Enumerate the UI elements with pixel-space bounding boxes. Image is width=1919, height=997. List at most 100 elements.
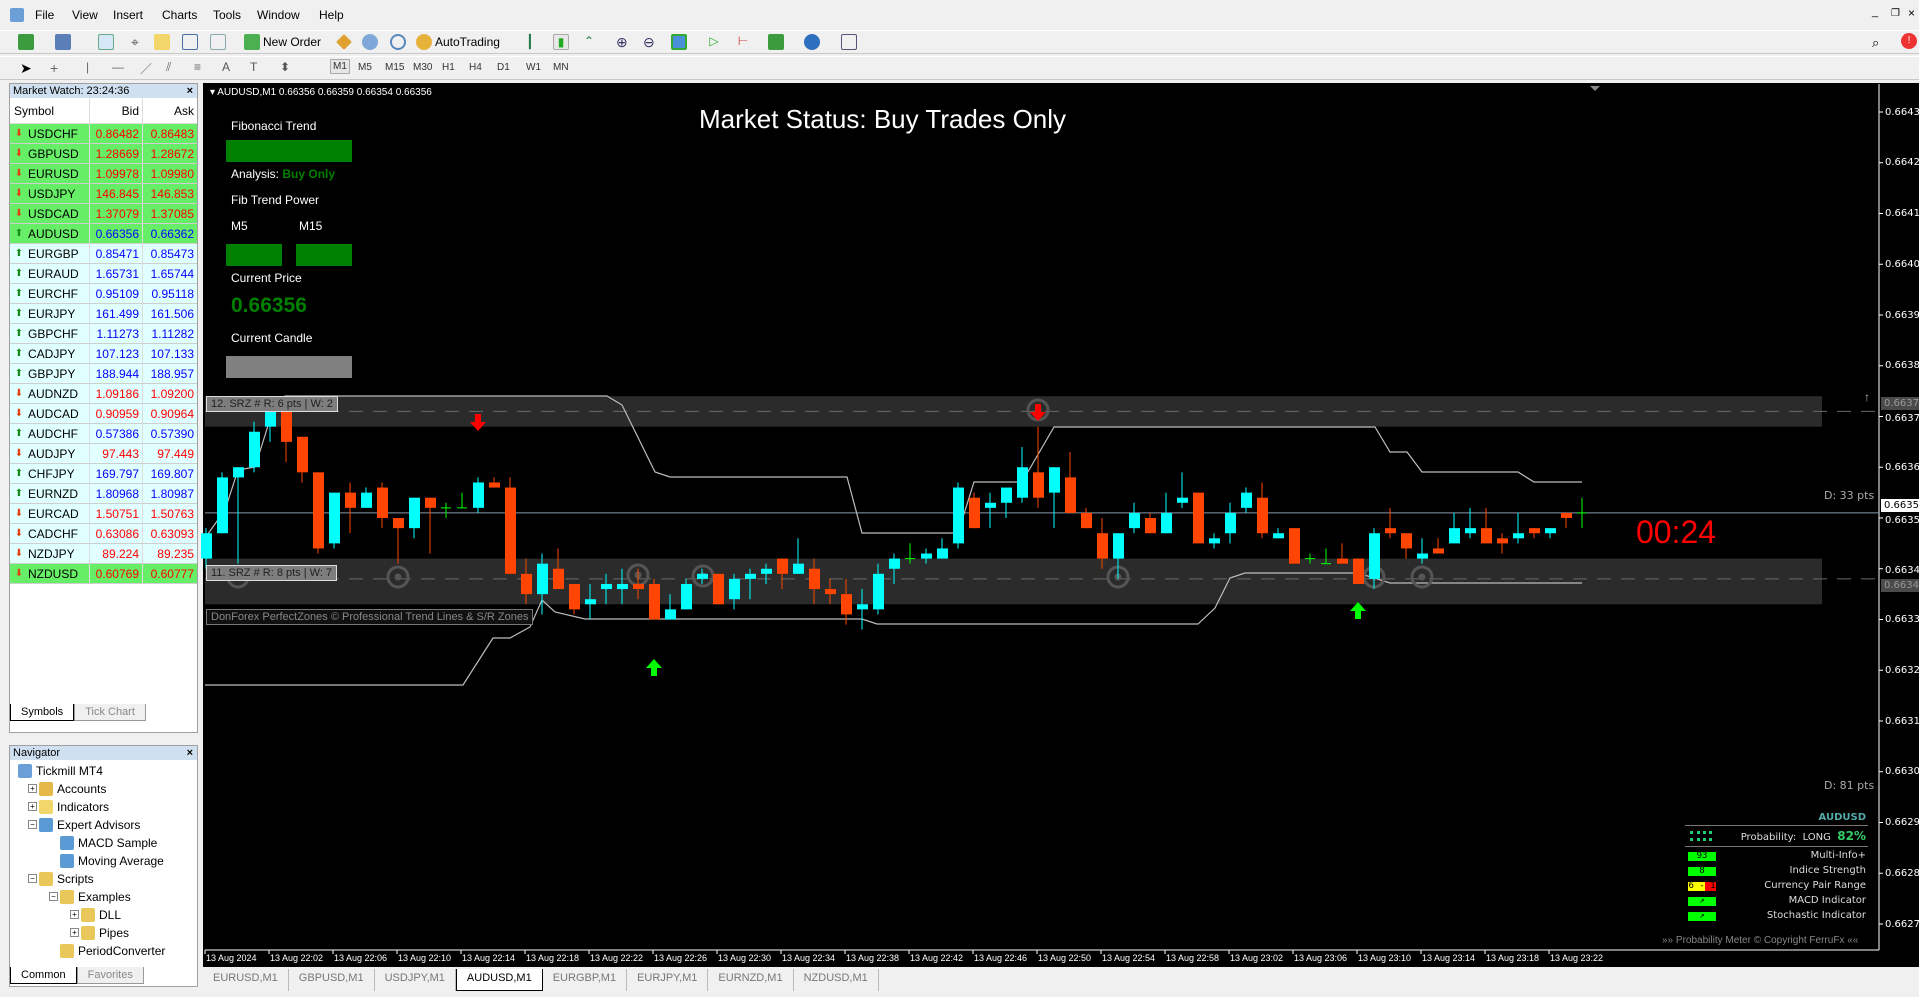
chart-shift-icon[interactable]: ⊢ — [737, 34, 749, 48]
fibonacci-icon[interactable]: ≡ — [194, 60, 202, 74]
market-watch-row[interactable]: ⬆ AUDCHF 0.57386 0.57390 — [10, 424, 197, 444]
trendline-icon[interactable]: ／ — [140, 62, 153, 76]
menu-charts[interactable]: Charts — [162, 8, 198, 22]
indicators-list-icon[interactable] — [768, 34, 784, 50]
new-order-button[interactable]: New Order — [244, 34, 321, 50]
column-symbol[interactable]: Symbol — [10, 98, 90, 123]
expand-icon[interactable]: + — [70, 910, 79, 919]
market-watch-row[interactable]: ⬇ USDCAD 1.37079 1.37085 — [10, 204, 197, 224]
menu-file[interactable]: File — [35, 8, 55, 22]
zoom-in-icon[interactable]: ⊕ — [616, 34, 628, 50]
navigator-icon[interactable] — [154, 34, 170, 50]
market-watch-row[interactable]: ⬇ USDJPY 146.845 146.853 — [10, 184, 197, 204]
market-watch-row[interactable]: ⬇ AUDCAD 0.90959 0.90964 — [10, 404, 197, 424]
chart-tab-eurnzd[interactable]: EURNZD,M1 — [708, 969, 794, 991]
timeframe-d1[interactable]: D1 — [497, 62, 510, 73]
chart-shift-marker[interactable] — [1590, 86, 1600, 91]
notification-badge[interactable]: ! — [1901, 33, 1917, 49]
menu-view[interactable]: View — [72, 8, 98, 22]
text-icon[interactable]: A — [222, 60, 231, 74]
tab-symbols[interactable]: Symbols — [10, 704, 75, 721]
tab-favorites[interactable]: Favorites — [76, 967, 144, 984]
profiles-icon[interactable] — [55, 34, 71, 50]
arrows-icon[interactable]: ⬍ — [280, 60, 291, 74]
nav-item-scripts[interactable]: − Scripts — [28, 870, 94, 888]
market-watch-row[interactable]: ⬆ CHFJPY 169.797 169.807 — [10, 464, 197, 484]
timeframe-mn[interactable]: MN — [553, 62, 569, 73]
horizontal-line-icon[interactable]: — — [112, 60, 124, 74]
market-watch-row[interactable]: ⬇ CADCHF 0.63086 0.63093 — [10, 524, 197, 544]
menu-tools[interactable]: Tools — [213, 8, 242, 22]
bar-chart-icon[interactable]: ┃ — [526, 34, 534, 49]
chart-tab-nzdusd[interactable]: NZDUSD,M1 — [794, 969, 879, 991]
line-chart-icon[interactable]: ⌃ — [583, 34, 595, 48]
candlestick-chart-icon[interactable]: ▮ — [553, 34, 569, 50]
nav-item-indicators[interactable]: + Indicators — [28, 798, 109, 816]
collapse-icon[interactable]: − — [28, 820, 37, 829]
new-chart-icon[interactable] — [18, 34, 34, 50]
text-label-icon[interactable]: T — [250, 60, 258, 74]
market-watch-row[interactable]: ⬇ GBPUSD 1.28669 1.28672 — [10, 144, 197, 164]
terminal-icon[interactable] — [182, 34, 198, 50]
menu-help[interactable]: Help — [319, 8, 344, 22]
menu-insert[interactable]: Insert — [113, 8, 144, 22]
minimize-button[interactable]: _ — [1872, 6, 1879, 18]
nav-item-dll[interactable]: + DLL — [70, 906, 121, 924]
scroll-up-arrow-icon[interactable]: ↑ — [1864, 390, 1870, 404]
chart-tab-usdjpy[interactable]: USDJPY,M1 — [375, 969, 456, 991]
timeframe-w1[interactable]: W1 — [526, 62, 541, 73]
expand-icon[interactable]: + — [28, 784, 37, 793]
templates-icon[interactable] — [841, 34, 857, 50]
close-icon[interactable]: × — [186, 747, 193, 759]
crosshair-icon[interactable]: + — [50, 60, 59, 76]
market-watch-row[interactable]: ⬇ EURUSD 1.09978 1.09980 — [10, 164, 197, 184]
strategy-tester-icon[interactable] — [210, 34, 226, 50]
nav-item-pipes[interactable]: + Pipes — [70, 924, 129, 942]
expand-icon[interactable]: + — [70, 928, 79, 937]
column-ask[interactable]: Ask — [173, 104, 194, 118]
market-watch-row[interactable]: ⬇ EURCAD 1.50751 1.50763 — [10, 504, 197, 524]
nav-item-tickmill-mt4[interactable]: Tickmill MT4 — [18, 762, 103, 780]
collapse-icon[interactable]: − — [28, 874, 37, 883]
column-bid[interactable]: Bid — [90, 98, 143, 123]
chart-tab-eurgbp[interactable]: EURGBP,M1 — [543, 969, 628, 991]
close-icon[interactable]: × — [186, 85, 193, 97]
market-watch-row[interactable]: ⬇ NZDUSD 0.60769 0.60777 — [10, 564, 197, 584]
market-watch-row[interactable]: ⬆ EURAUD 1.65731 1.65744 — [10, 264, 197, 284]
market-watch-row[interactable]: ⬆ EURGBP 0.85471 0.85473 — [10, 244, 197, 264]
autotrading-button[interactable]: AutoTrading — [416, 34, 500, 50]
tab-tick-chart[interactable]: Tick Chart — [74, 704, 146, 721]
chart-window[interactable] — [203, 83, 1919, 967]
collapse-icon[interactable]: − — [49, 892, 58, 901]
periods-icon[interactable] — [804, 34, 820, 50]
market-watch-row[interactable]: ⬇ AUDNZD 1.09186 1.09200 — [10, 384, 197, 404]
nav-item-accounts[interactable]: + Accounts — [28, 780, 106, 798]
market-watch-icon[interactable] — [98, 34, 114, 50]
close-button[interactable]: × — [1908, 6, 1916, 20]
market-watch-row[interactable]: ⬆ EURCHF 0.95109 0.95118 — [10, 284, 197, 304]
timeframe-m15[interactable]: M15 — [385, 62, 405, 73]
timeframe-m1[interactable]: M1 — [330, 59, 350, 74]
zoom-out-icon[interactable]: ⊖ — [643, 34, 655, 50]
timeframe-h4[interactable]: H4 — [469, 62, 482, 73]
options-icon[interactable] — [362, 34, 378, 50]
nav-item-expert-advisors[interactable]: − Expert Advisors — [28, 816, 140, 834]
market-watch-row[interactable]: ⬆ EURJPY 161.499 161.506 — [10, 304, 197, 324]
vertical-line-icon[interactable]: | — [86, 60, 90, 74]
nav-item-examples[interactable]: − Examples — [49, 888, 131, 906]
market-watch-row[interactable]: ⬆ EURNZD 1.80968 1.80987 — [10, 484, 197, 504]
equidistant-channel-icon[interactable]: ⫽ — [166, 60, 172, 74]
auto-scroll-icon[interactable]: ▷ — [709, 34, 719, 48]
market-watch-row[interactable]: ⬆ CADJPY 107.123 107.133 — [10, 344, 197, 364]
nav-item-moving-average[interactable]: Moving Average — [60, 852, 164, 870]
timeframe-m30[interactable]: M30 — [413, 62, 433, 73]
market-watch-row[interactable]: ⬇ USDCHF 0.86482 0.86483 — [10, 124, 197, 144]
chart-collapse-icon[interactable]: ▾ — [210, 87, 218, 98]
market-watch-row[interactable]: ⬆ GBPCHF 1.11273 1.11282 — [10, 324, 197, 344]
market-watch-row[interactable]: ⬆ AUDUSD 0.66356 0.66362 — [10, 224, 197, 244]
market-watch-row[interactable]: ⬇ AUDJPY 97.443 97.449 — [10, 444, 197, 464]
timeframe-m5[interactable]: M5 — [358, 62, 372, 73]
market-watch-row[interactable]: ⬇ NZDJPY 89.224 89.235 — [10, 544, 197, 564]
market-watch-row[interactable]: ⬆ GBPJPY 188.944 188.957 — [10, 364, 197, 384]
tab-common[interactable]: Common — [10, 967, 77, 984]
